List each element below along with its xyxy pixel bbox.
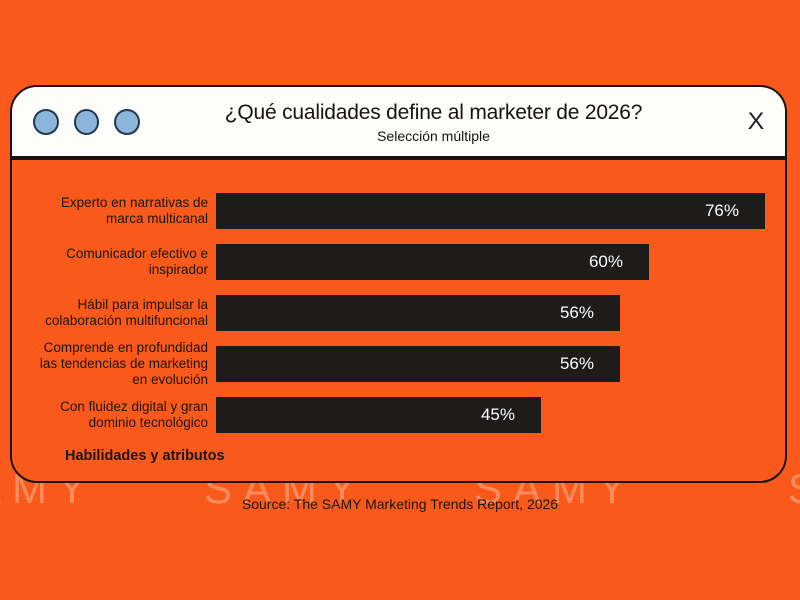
chart-row: Hábil para impulsar la colaboración mult…: [12, 295, 785, 331]
category-label-cell: Experto en narrativas de marca multicana…: [12, 193, 216, 229]
window-dot-icon: [114, 108, 141, 135]
bar-value-label: 45%: [480, 405, 515, 424]
category-label-cell: Hábil para impulsar la colaboración mult…: [12, 295, 216, 331]
category-label: Experto en narrativas de marca multicana…: [60, 195, 208, 226]
bar: 56%: [216, 346, 620, 382]
window-dot-icon: [73, 108, 100, 135]
category-label: Con fluidez digital y gran dominio tecno…: [60, 399, 208, 430]
bar-value-label: 76%: [704, 201, 739, 220]
chart-title: ¿Qué cualidades define al marketer de 20…: [224, 101, 643, 124]
window-dot-icon: [33, 108, 59, 135]
survey-window: ¿Qué cualidades define al marketer de 20…: [10, 85, 787, 483]
category-label-cell: Comunicador efectivo e inspirador: [12, 244, 216, 280]
bar: 60%: [216, 244, 649, 280]
watermark-text: SAMY: [788, 468, 800, 510]
category-label: Comunicador efectivo e inspirador: [66, 246, 208, 277]
category-label-cell: Comprende en profundidad las tendencias …: [12, 340, 216, 387]
bar-value-label: 56%: [559, 303, 594, 322]
bar: 56%: [216, 295, 620, 331]
close-button[interactable]: X: [727, 107, 785, 136]
chart-row: Experto en narrativas de marca multicana…: [12, 193, 785, 229]
category-label: Hábil para impulsar la colaboración mult…: [45, 297, 208, 328]
window-header: ¿Qué cualidades define al marketer de 20…: [12, 87, 785, 160]
category-label: Comprende en profundidad las tendencias …: [39, 340, 208, 387]
bar-chart: Experto en narrativas de marca multicana…: [12, 160, 785, 433]
chart-row: Con fluidez digital y gran dominio tecno…: [12, 397, 785, 433]
x-axis-label: Habilidades y atributos: [65, 448, 225, 464]
bar: 76%: [216, 193, 765, 229]
window-title-block: ¿Qué cualidades define al marketer de 20…: [140, 99, 727, 144]
bar-value-label: 60%: [588, 252, 623, 271]
window-controls: [12, 108, 141, 135]
category-label-cell: Con fluidez digital y gran dominio tecno…: [12, 397, 216, 433]
bar-value-label: 56%: [559, 354, 594, 373]
chart-row: Comprende en profundidad las tendencias …: [12, 340, 785, 387]
close-icon: X: [747, 107, 765, 135]
chart-subtitle: Selección múltiple: [377, 128, 490, 144]
bar: 45%: [216, 397, 541, 433]
chart-row: Comunicador efectivo e inspirador 60%: [12, 244, 785, 280]
source-caption: Source: The SAMY Marketing Trends Report…: [241, 496, 559, 512]
